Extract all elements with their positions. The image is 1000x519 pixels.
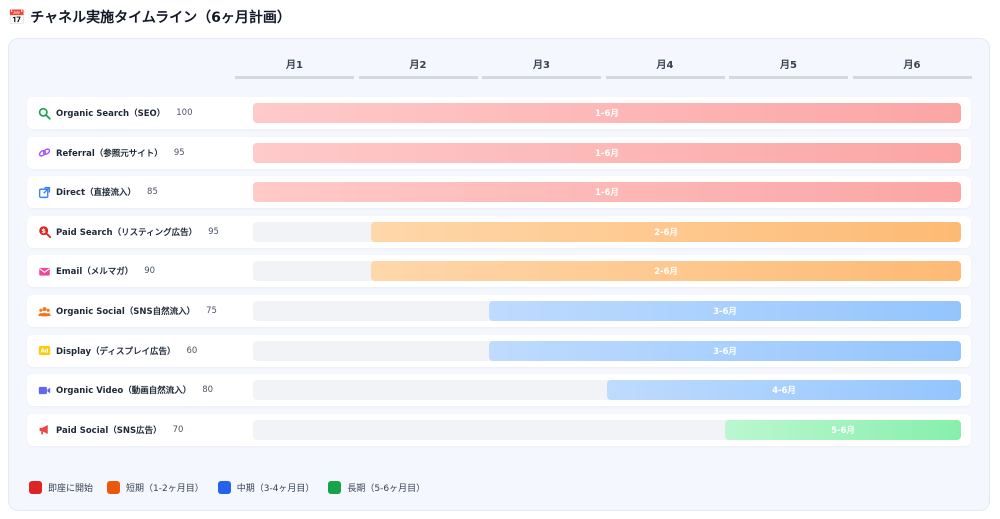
svg-text:$: $	[41, 227, 46, 235]
timeline-track: 1-6月	[253, 103, 961, 123]
channel-score: 60	[186, 345, 198, 356]
channel-label: $ Paid Search（リスティング広告） 95	[37, 216, 219, 248]
legend-swatch	[29, 481, 42, 494]
channel-row[interactable]: Ad Display（ディスプレイ広告） 60 3-6月	[27, 334, 971, 367]
video-icon	[37, 383, 51, 397]
channel-label: Organic Social（SNS自然流入） 75	[37, 295, 217, 327]
legend-item: 短期（1-2ヶ月目）	[107, 481, 204, 494]
channel-name: Organic Search（SEO）	[56, 109, 166, 119]
legend-swatch	[107, 481, 121, 494]
channel-score: 90	[144, 266, 156, 277]
channel-score: 80	[202, 385, 214, 396]
month-header-4: 月4	[605, 60, 725, 79]
channel-label: Referral（参照元サイト） 95	[37, 137, 185, 169]
mail-icon	[37, 264, 51, 278]
legend-label: 中期（3-4ヶ月目）	[236, 484, 315, 494]
legend-item: 中期（3-4ヶ月目）	[217, 481, 315, 494]
timeline-bar[interactable]: 2-6月	[371, 221, 961, 242]
timeline-track: 3-6月	[253, 301, 961, 321]
timeline-bar[interactable]: 2-6月	[371, 261, 961, 282]
timeline-bar[interactable]: 5-6月	[725, 419, 961, 440]
channel-row[interactable]: Direct（直接流入） 85 1-6月	[27, 176, 971, 209]
paid-search-icon: $	[37, 225, 51, 239]
channel-name: Email（メルマガ）	[56, 267, 134, 278]
month-header-5: 月5	[729, 60, 848, 79]
channel-label: Ad Display（ディスプレイ広告） 60	[37, 335, 197, 367]
link-icon	[37, 146, 51, 160]
legend-label: 即座に開始	[48, 484, 94, 494]
timeline-track: 1-6月	[253, 182, 961, 203]
channel-score: 100	[176, 108, 193, 118]
channel-name: Paid Search（リスティング広告）	[56, 227, 198, 238]
timeline-track: 4-6月	[253, 380, 961, 401]
legend-swatch	[217, 481, 231, 494]
channel-row[interactable]: Organic Search（SEO） 100 1-6月	[27, 97, 971, 129]
channel-score: 95	[208, 226, 219, 237]
channel-score: 85	[147, 187, 158, 198]
channel-row[interactable]: Referral（参照元サイト） 95 1-6月	[27, 136, 971, 169]
channel-name: Display（ディスプレイ広告）	[56, 346, 176, 357]
channel-label: Email（メルマガ） 90	[37, 255, 155, 287]
channel-score: 75	[206, 306, 217, 316]
ad-icon: Ad	[37, 344, 51, 358]
channel-row[interactable]: Email（メルマガ） 90 2-6月	[27, 255, 971, 288]
channel-row[interactable]: Organic Video（動画自然流入） 80 4-6月	[27, 374, 971, 407]
channel-label: Organic Search（SEO） 100	[37, 97, 193, 129]
timeline-card: 月1 月2 月3 月4 月5 月6 Organic Search（SEO） 100 1-6月 R…	[8, 38, 990, 511]
external-link-icon	[37, 185, 51, 199]
users-icon	[37, 304, 51, 318]
month-header-2: 月2	[358, 60, 478, 79]
channel-name: Organic Video（動画自然流入）	[56, 386, 192, 397]
legend-item: 即座に開始	[29, 481, 93, 494]
timeline-bar[interactable]: 3-6月	[489, 301, 961, 321]
channel-row[interactable]: $ Paid Search（リスティング広告） 95 2-6月	[27, 215, 971, 248]
channel-row[interactable]: Paid Social（SNS広告） 70 5-6月	[27, 413, 971, 446]
timeline-bar[interactable]: 3-6月	[489, 340, 961, 361]
timeline-track: 5-6月	[253, 419, 961, 440]
timeline-bar[interactable]: 4-6月	[607, 380, 961, 401]
title-text: 📅 チャネル実施タイムライン（6ヶ月計画）	[8, 10, 291, 26]
legend-swatch	[328, 481, 342, 494]
search-icon	[37, 106, 51, 120]
legend-item: 長期（5-6ヶ月目）	[328, 481, 425, 494]
megaphone-icon	[37, 423, 51, 437]
channel-name: Referral（参照元サイト）	[56, 148, 163, 159]
month-header-6: 月6	[852, 60, 972, 79]
channel-label: Organic Video（動画自然流入） 80	[37, 374, 213, 406]
channel-label: Paid Social（SNS広告） 70	[37, 414, 183, 446]
channel-row[interactable]: Organic Social（SNS自然流入） 75 3-6月	[27, 295, 971, 327]
channel-label: Direct（直接流入） 85	[37, 176, 158, 208]
channel-name: Organic Social（SNS自然流入）	[56, 307, 196, 317]
month-header-1: 月1	[235, 60, 354, 79]
page-title: 📅 チャネル実施タイムライン（6ヶ月計画）	[8, 6, 291, 28]
timeline-bar[interactable]: 1-6月	[253, 142, 961, 163]
channel-name: Paid Social（SNS広告）	[56, 425, 162, 436]
channel-score: 70	[172, 424, 184, 435]
legend-label: 長期（5-6ヶ月目）	[347, 484, 426, 494]
legend-label: 短期（1-2ヶ月目）	[126, 484, 204, 494]
timeline-track: 1-6月	[253, 142, 961, 163]
timeline-track: 3-6月	[253, 340, 961, 361]
timeline-bar[interactable]: 1-6月	[253, 182, 961, 203]
timeline-track: 2-6月	[253, 221, 961, 242]
channel-score: 95	[173, 147, 185, 158]
month-header-3: 月3	[482, 60, 601, 79]
channel-name: Direct（直接流入）	[56, 188, 137, 199]
timeline-track: 2-6月	[253, 261, 961, 282]
legend: 即座に開始 短期（1-2ヶ月目） 中期（3-4ヶ月目） 長期（5-6ヶ月目）	[29, 481, 425, 494]
month-header: 月1 月2 月3 月4 月5 月6	[235, 60, 973, 80]
timeline-bar[interactable]: 1-6月	[253, 103, 961, 123]
svg-text:Ad: Ad	[40, 349, 48, 355]
